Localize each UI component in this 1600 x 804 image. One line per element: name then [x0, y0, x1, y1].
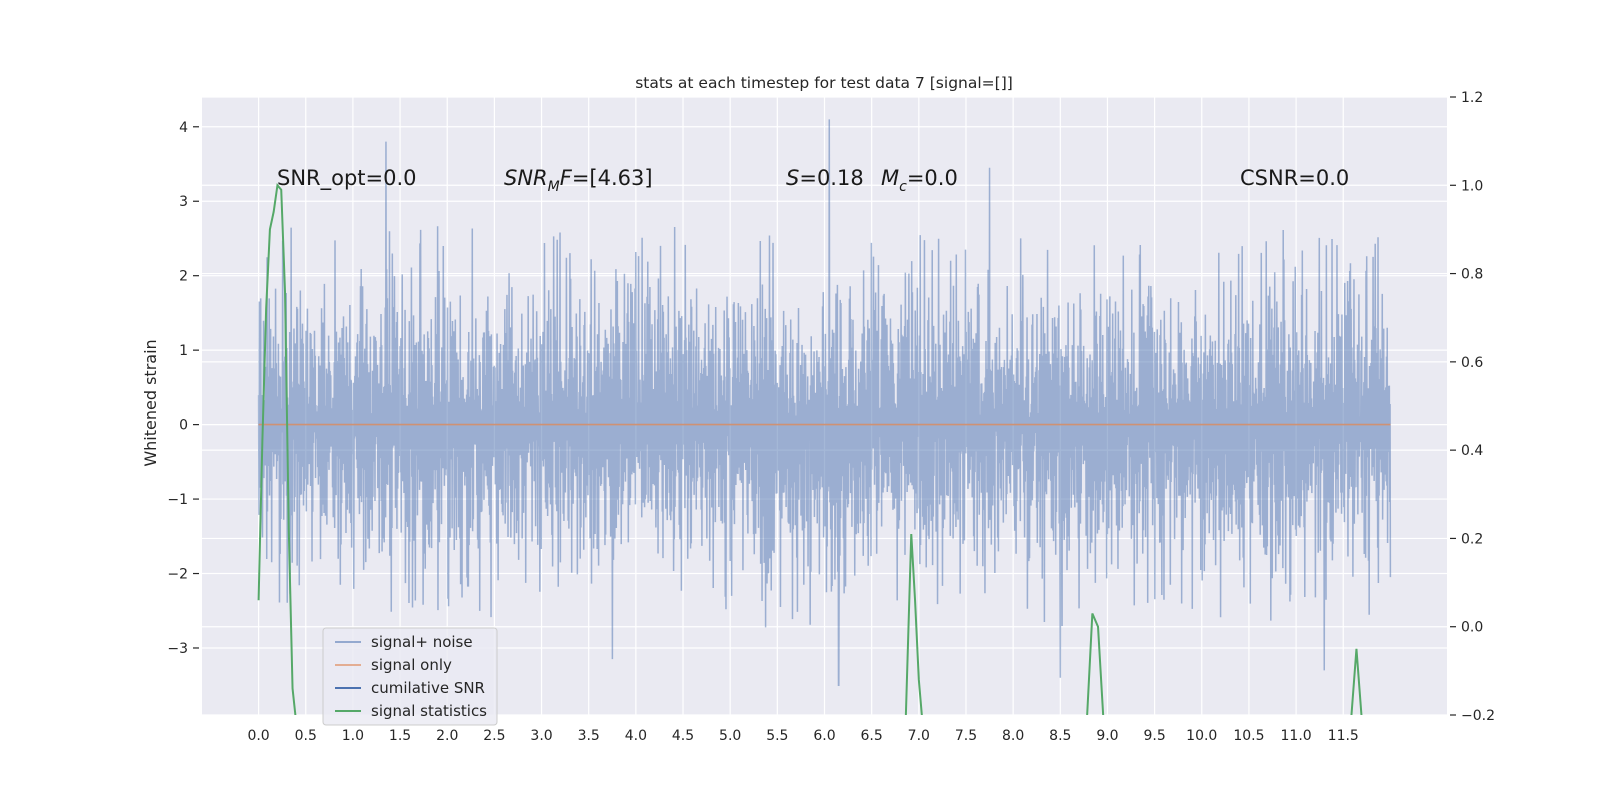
series-layer	[257, 119, 1392, 715]
legend: signal+ noise signal only cumilative SNR si…	[322, 627, 498, 726]
x-tick-label: 6.5	[861, 728, 883, 744]
x-tick-label: 5.0	[719, 728, 741, 744]
y2-tick-label: 0.0	[1461, 620, 1483, 636]
annotation-snr-mf-value: =[4.63]	[572, 166, 653, 190]
x-tick-label: 9.0	[1096, 728, 1118, 744]
y2-tick-label: 0.6	[1461, 355, 1483, 371]
annotation-mc-value: =0.0	[907, 166, 958, 190]
annotation-snr-mf-base: SNR	[504, 166, 548, 190]
y-tick-label: 0	[179, 418, 188, 434]
annotation-mc: Mc=0.0	[881, 166, 958, 195]
x-tick-label: 7.5	[955, 728, 977, 744]
legend-label: signal statistics	[371, 702, 487, 720]
x-tick-label: 3.0	[530, 728, 552, 744]
legend-label: cumilative SNR	[371, 679, 485, 697]
x-tick-label: 4.0	[625, 728, 647, 744]
y-tick-label: 4	[179, 120, 188, 136]
annotation-csnr: CSNR=0.0	[1240, 166, 1349, 190]
annotation-snr-mf: SNRMF=[4.63]	[504, 166, 653, 195]
annotation-snr-mf-f: F	[560, 166, 573, 190]
annotation-snr-mf-tail: F=[4.63]	[560, 166, 653, 190]
series-signal-statistics-line	[257, 182, 297, 715]
y2-tick-label: 0.4	[1461, 443, 1483, 459]
x-tick-label: 7.0	[908, 728, 930, 744]
x-tick-label: 1.0	[342, 728, 364, 744]
series-signal-noise-line	[257, 119, 1392, 686]
legend-box	[322, 627, 498, 726]
x-tick-label: 0.5	[295, 728, 317, 744]
annotation-s-base: S	[786, 166, 799, 190]
x-tick-label: 11.0	[1281, 728, 1312, 744]
axes: 0.0 0.5 1.0 1.5 2.0 2.5 3.0 3.5 4.0 4.5 5.0 5.5 6.0 6…	[167, 90, 1495, 744]
annotation-s: S=0.18	[786, 166, 864, 190]
x-tick-label: 2.5	[483, 728, 505, 744]
annotation-mc-base: M	[881, 166, 899, 190]
annotation-mc-sub: c	[899, 179, 907, 195]
x-tick-label: 11.5	[1328, 728, 1359, 744]
x-tick-label: 10.5	[1233, 728, 1264, 744]
series-signal-statistics-line	[904, 533, 923, 715]
x-tick-label: 4.5	[672, 728, 694, 744]
legend-label: signal+ noise	[371, 633, 473, 651]
y2-tick-label: 1.2	[1461, 90, 1483, 106]
x-tick-label: 1.5	[389, 728, 411, 744]
y-tick-label: 1	[179, 343, 188, 359]
y-tick-label: −1	[167, 492, 188, 508]
x-tick-label: 10.0	[1186, 728, 1217, 744]
y2-tick-label: 0.8	[1461, 267, 1483, 283]
annotation-s-value: =0.18	[799, 166, 863, 190]
legend-label: signal only	[371, 656, 452, 674]
x-tick-label: 6.0	[813, 728, 835, 744]
x-tick-label: 8.0	[1002, 728, 1024, 744]
x-tick-label: 9.5	[1143, 728, 1165, 744]
y-tick-label: −3	[167, 641, 188, 657]
y-tick-label: 2	[179, 269, 188, 285]
annotations: SNR_opt=0.0 SNRMF=[4.63] S=0.18 Mc=0.0 CSNR=…	[277, 166, 1349, 195]
y2-tick-label: 1.0	[1461, 178, 1483, 194]
series-clip-group	[257, 119, 1392, 715]
y2-tick-label: 0.2	[1461, 531, 1483, 547]
x-tick-label: 3.5	[578, 728, 600, 744]
y-axis-label: Whitened strain	[141, 339, 160, 466]
series-signal-statistics-line	[1350, 648, 1363, 715]
x-tick-label: 2.0	[436, 728, 458, 744]
annotation-snr-mf-sub: M	[548, 179, 560, 195]
series-signal-statistics-line	[1086, 613, 1105, 715]
y2-tick-label: −0.2	[1461, 708, 1495, 724]
chart-title: stats at each timestep for test data 7 […	[635, 74, 1013, 92]
x-tick-label: 0.0	[247, 728, 269, 744]
y-tick-label: −2	[167, 567, 188, 583]
x-tick-label: 8.5	[1049, 728, 1071, 744]
x-tick-label: 5.5	[766, 728, 788, 744]
y-tick-label: 3	[179, 194, 188, 210]
annotation-snr-opt: SNR_opt=0.0	[277, 166, 417, 191]
